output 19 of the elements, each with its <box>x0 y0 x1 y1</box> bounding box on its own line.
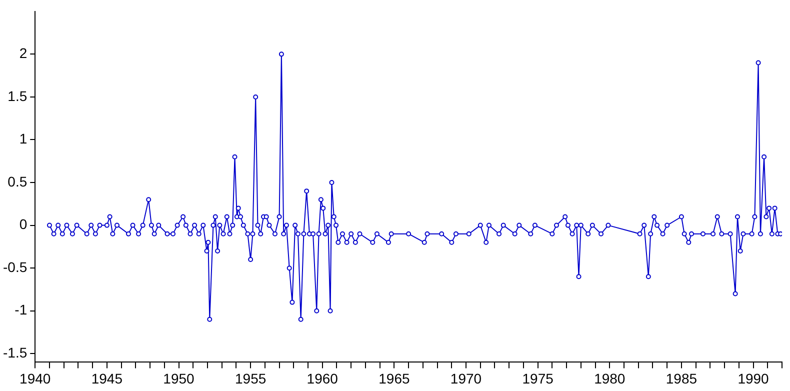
x-tick-label: 1950 <box>163 370 195 386</box>
x-tick-label: 1985 <box>666 370 698 386</box>
y-tick-label: 1 <box>19 130 28 147</box>
x-tick-label: 1970 <box>450 370 482 386</box>
y-tick-label: 0.5 <box>8 173 28 190</box>
x-tick-label: 1945 <box>91 370 123 386</box>
y-tick-label: -1.5 <box>3 344 28 361</box>
x-tick-label: 1975 <box>522 370 554 386</box>
x-tick-label: 1980 <box>594 370 626 386</box>
y-tick-label: -0.5 <box>3 258 28 275</box>
x-tick-label: 1940 <box>20 370 51 386</box>
y-tick-label: -1 <box>14 302 28 318</box>
y-tick-label: 1.5 <box>8 88 28 104</box>
x-tick-label: 1990 <box>738 370 770 386</box>
y-tick-label: 2 <box>19 45 28 62</box>
x-tick-label: 1960 <box>306 370 338 386</box>
x-tick-label: 1955 <box>234 370 266 386</box>
y-tick-label: 0 <box>19 216 28 232</box>
x-tick-label: 1965 <box>378 370 410 386</box>
